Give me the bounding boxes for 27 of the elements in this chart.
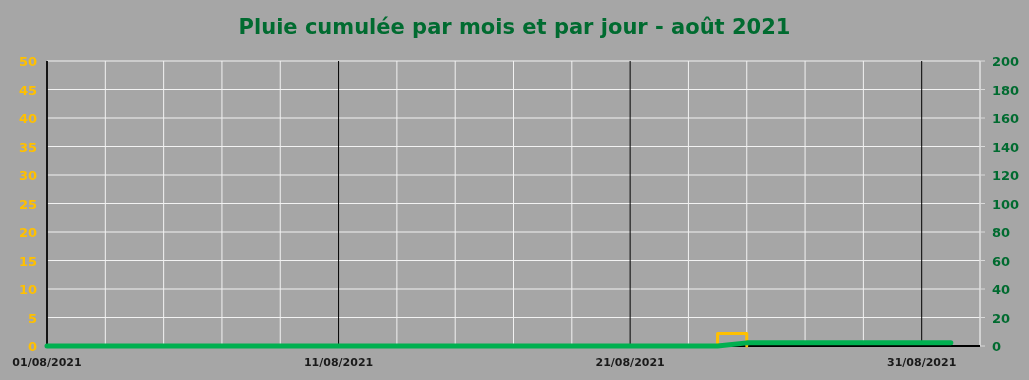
y2-tick-label: 200 (992, 54, 1020, 69)
y-tick-label: 20 (18, 225, 37, 240)
x-tick-label: 01/08/2021 (12, 356, 82, 369)
chart-title: Pluie cumulée par mois et par jour - août 2021 (238, 15, 791, 39)
y-tick-label: 15 (18, 253, 37, 269)
y-tick-label: 0 (27, 339, 37, 354)
y2-tick-label: 60 (992, 253, 1011, 269)
x-tick-label: 31/08/2021 (887, 356, 957, 369)
y2-tick-label: 140 (992, 139, 1020, 155)
x-tick-label: 11/08/2021 (303, 356, 374, 369)
y-tick-label: 5 (27, 310, 37, 326)
y-tick-label: 50 (18, 54, 37, 69)
y2-tick-label: 40 (992, 282, 1011, 297)
y2-tick-label: 0 (992, 339, 1002, 354)
y-tick-label: 25 (18, 196, 37, 212)
y2-tick-label: 180 (992, 82, 1020, 98)
y-tick-label: 30 (18, 168, 37, 183)
x-tick-label: 21/08/2021 (595, 356, 665, 369)
y-tick-label: 45 (18, 82, 37, 98)
y2-tick-label: 20 (992, 310, 1011, 326)
y2-tick-label: 160 (992, 111, 1020, 126)
y2-tick-label: 80 (992, 225, 1011, 240)
y2-tick-label: 100 (992, 196, 1020, 212)
y-tick-label: 40 (18, 111, 37, 126)
y-tick-label: 35 (18, 139, 37, 155)
y-tick-label: 10 (18, 282, 37, 297)
y2-tick-label: 120 (992, 168, 1020, 183)
